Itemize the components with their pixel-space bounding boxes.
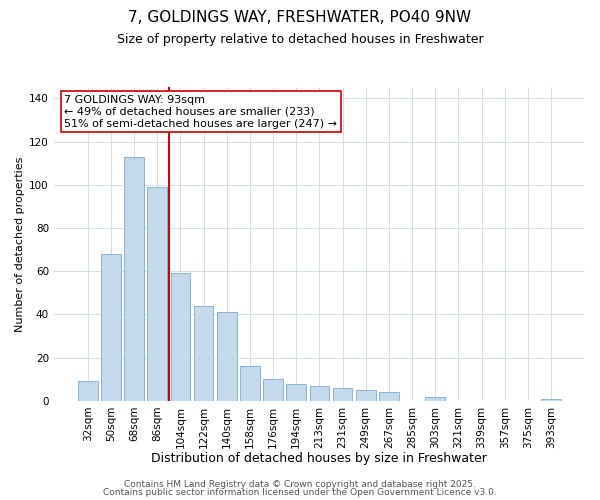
Bar — [286, 384, 306, 401]
Bar — [310, 386, 329, 401]
Bar — [148, 187, 167, 401]
Bar — [356, 390, 376, 401]
Bar — [217, 312, 236, 401]
Text: 7, GOLDINGS WAY, FRESHWATER, PO40 9NW: 7, GOLDINGS WAY, FRESHWATER, PO40 9NW — [128, 10, 472, 25]
Y-axis label: Number of detached properties: Number of detached properties — [15, 156, 25, 332]
Bar — [541, 398, 561, 401]
Bar — [333, 388, 352, 401]
Bar — [78, 382, 98, 401]
Bar — [124, 156, 144, 401]
Text: 7 GOLDINGS WAY: 93sqm
← 49% of detached houses are smaller (233)
51% of semi-det: 7 GOLDINGS WAY: 93sqm ← 49% of detached … — [64, 96, 337, 128]
Bar — [101, 254, 121, 401]
X-axis label: Distribution of detached houses by size in Freshwater: Distribution of detached houses by size … — [151, 452, 487, 465]
Text: Contains HM Land Registry data © Crown copyright and database right 2025.: Contains HM Land Registry data © Crown c… — [124, 480, 476, 489]
Bar — [379, 392, 399, 401]
Bar — [425, 396, 445, 401]
Bar — [170, 274, 190, 401]
Bar — [263, 379, 283, 401]
Bar — [194, 306, 214, 401]
Text: Size of property relative to detached houses in Freshwater: Size of property relative to detached ho… — [116, 32, 484, 46]
Bar — [240, 366, 260, 401]
Text: Contains public sector information licensed under the Open Government Licence v3: Contains public sector information licen… — [103, 488, 497, 497]
